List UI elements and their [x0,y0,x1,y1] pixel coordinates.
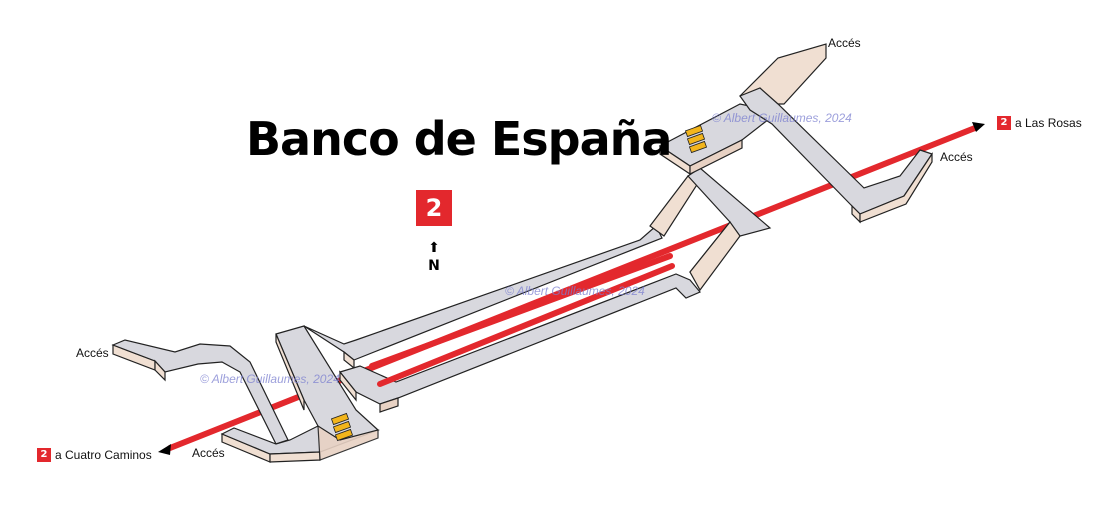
access-label-southwest: Accés [192,446,225,460]
destination-label-west: a Cuatro Caminos [55,448,152,462]
destination-label-east: a Las Rosas [1015,116,1082,130]
escalator-icon [684,124,708,154]
watermark-left: © Albert Guillaumes, 2024 [200,372,340,386]
platform-track-north [369,253,673,369]
destination-badge-east: 2 [997,116,1011,130]
line-badge: 2 [416,190,452,226]
track-arrowhead-east [972,122,985,132]
west-access-corridor [111,339,289,445]
access-label-northeast: Accés [828,36,861,50]
north-label: N [428,258,440,274]
access-label-west: Accés [76,346,109,360]
track-arrowhead-west [158,444,171,455]
north-indicator: ⬆ N [424,240,444,274]
access-label-east: Accés [940,150,973,164]
east-vestibule [658,103,780,176]
station-title: Banco de España [246,112,672,166]
northeast-access-corridor [739,43,933,224]
north-arrow-icon: ⬆ [428,239,440,255]
platform-track-south [377,263,675,387]
east-connection [649,167,772,292]
escalator-icon [330,412,354,442]
destination-badge-west: 2 [37,448,51,462]
west-vestibule [275,325,380,441]
watermark-top: © Albert Guillaumes, 2024 [712,111,852,125]
watermark-middle: © Albert Guillaumes, 2024 [505,284,645,298]
